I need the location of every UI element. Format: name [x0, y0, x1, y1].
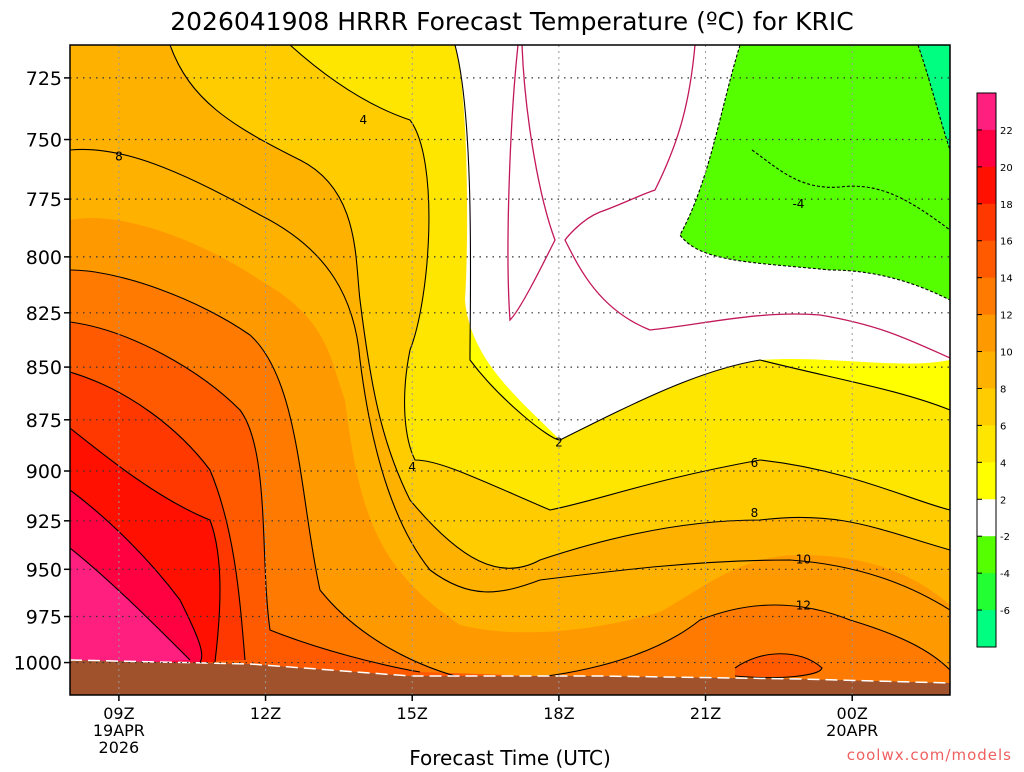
x-tick-label: 18Z — [543, 704, 574, 723]
y-tick-label: 1000 — [14, 653, 62, 675]
contour-line — [70, 148, 950, 611]
contour-label: 12 — [796, 598, 811, 612]
contour-line — [454, 45, 950, 441]
colorbar-label: 12 — [1000, 311, 1013, 322]
colorbar-label: 18 — [1000, 200, 1013, 211]
colorbar-swatch — [977, 351, 996, 389]
colorbar-label: -6 — [1000, 606, 1010, 617]
chart-title: 2026041908 HRRR Forecast Temperature (ºC… — [170, 7, 854, 36]
y-tick-label: 950 — [26, 559, 62, 581]
contour-label: 8 — [751, 506, 759, 520]
terrain — [70, 660, 950, 695]
x-tick-label: 15Z — [397, 704, 428, 723]
colorbar-swatch — [977, 203, 996, 242]
contour-labels: 8 4 4 2 -4 6 8 10 12 — [115, 113, 811, 612]
contour-line — [751, 149, 950, 231]
y-tick-label: 750 — [26, 130, 62, 152]
x-tick-label: 21Z — [690, 704, 721, 723]
band-minus-2-4 — [680, 45, 950, 300]
colorbar-swatch — [977, 314, 996, 353]
contour-label: 4 — [408, 460, 416, 474]
y-tick-label: 975 — [26, 607, 62, 629]
contour-line — [70, 269, 471, 681]
x-tick-label: 00Z — [837, 704, 868, 723]
freezing-line — [564, 45, 950, 359]
colorbar-swatch — [977, 277, 996, 316]
y-tick-label: 850 — [26, 357, 62, 379]
contour-line — [70, 547, 191, 661]
x-tick-label: 12Z — [250, 704, 281, 723]
contour-line — [917, 45, 950, 151]
colorbar-label: -2 — [1000, 532, 1010, 543]
contour-label: 4 — [360, 113, 368, 127]
band-8-10 — [70, 270, 950, 695]
contour-label: 2 — [555, 436, 563, 450]
contour-line — [70, 321, 421, 673]
colorbar-label: 6 — [1000, 421, 1006, 432]
contour-label: 10 — [796, 553, 811, 567]
colorbar-swatch — [977, 388, 996, 426]
colorbar-label: 4 — [1000, 458, 1006, 469]
contour-line — [169, 45, 950, 569]
colorbar-swatch — [977, 610, 996, 648]
freezing-line — [507, 45, 556, 322]
axis-layer: 725 750 775 800 825 850 875 900 925 950 975 1000 09Z… — [14, 68, 879, 757]
contour-label: -4 — [792, 197, 804, 211]
colorbar-label: 22 — [1000, 126, 1013, 137]
contour-lines — [70, 45, 950, 681]
colorbar-swatch — [977, 425, 996, 463]
colorbar-swatch — [977, 240, 996, 279]
x-tick-year: 2026 — [99, 738, 140, 757]
colorbar-label: 2 — [1000, 495, 1006, 506]
freezing-lines — [507, 45, 950, 359]
y-tick-label: 800 — [26, 247, 62, 269]
terrain-edge — [69, 659, 951, 684]
contour-label: 6 — [751, 456, 759, 470]
y-tick-label: 925 — [26, 511, 62, 533]
plot-frame — [69, 44, 951, 696]
x-tick-date: 20APR — [826, 721, 878, 740]
contour-line — [679, 45, 950, 301]
colorbar: 22 20 18 16 14 12 10 8 6 4 2 -2 -4 -6 — [976, 92, 1013, 648]
y-tick-label: 775 — [26, 189, 62, 211]
y-tick-label: 725 — [26, 68, 62, 90]
grid-layer — [70, 45, 950, 695]
contour-label: 8 — [115, 149, 123, 163]
colorbar-frame — [976, 92, 997, 648]
colorbar-label: 16 — [1000, 237, 1013, 248]
watermark: coolwx.com/models — [847, 746, 1012, 764]
colorbar-label: 8 — [1000, 384, 1006, 395]
contour-line — [70, 371, 246, 661]
colorbar-label: 10 — [1000, 348, 1013, 359]
colorbar-swatch — [977, 93, 996, 131]
contour-line — [70, 427, 221, 663]
colorbar-label: -4 — [1000, 569, 1010, 580]
colorbar-label: 14 — [1000, 274, 1013, 285]
band-18-20 — [70, 548, 190, 665]
colorbar-swatch — [977, 536, 996, 574]
x-axis-label: Forecast Time (UTC) — [409, 746, 611, 768]
colorbar-swatch — [977, 573, 996, 611]
y-tick-label: 875 — [26, 410, 62, 432]
colorbar-swatch — [977, 129, 996, 168]
x-tick-date: 19APR — [93, 721, 145, 740]
contour-line — [70, 489, 203, 663]
y-tick-label: 900 — [26, 461, 62, 483]
colorbar-swatch — [977, 166, 996, 205]
temperature-field — [70, 45, 950, 695]
colorbar-label: 20 — [1000, 163, 1013, 174]
contour-line — [734, 653, 823, 679]
contour-line — [289, 45, 950, 511]
warm-pocket — [735, 653, 822, 678]
contour-line — [469, 604, 950, 681]
colorbar-swatch — [977, 462, 996, 500]
x-tick-label: 09Z — [103, 704, 134, 723]
colorbar-swatch — [977, 499, 996, 537]
y-tick-label: 825 — [26, 303, 62, 325]
